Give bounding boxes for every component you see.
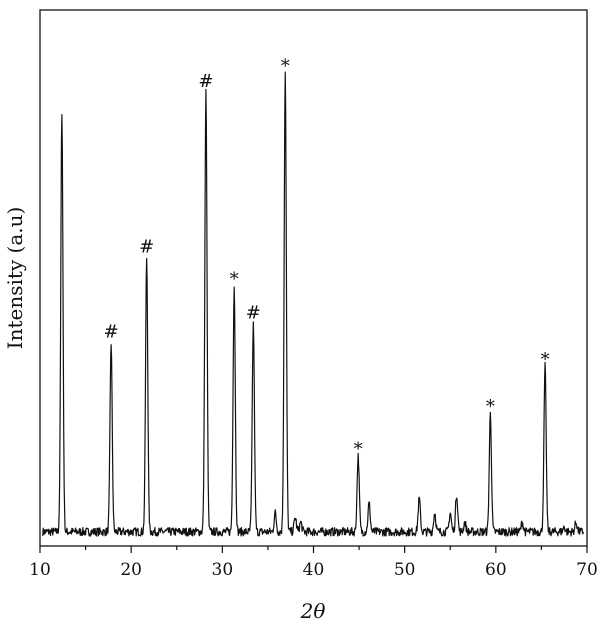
x-tick-label: 20	[120, 560, 142, 580]
hash-peak-marker: #	[246, 303, 261, 324]
hash-peak-marker: #	[139, 236, 154, 257]
asterisk-peak-marker: *	[541, 349, 550, 370]
x-axis-ticks	[39, 546, 588, 553]
x-tick-label: 10	[29, 560, 51, 580]
asterisk-peak-marker: *	[354, 439, 363, 460]
peak-markers: # # # * # * * * *	[104, 56, 550, 460]
asterisk-peak-marker: *	[230, 269, 239, 290]
plot-frame	[39, 9, 588, 547]
x-axis-label: 2θ	[300, 599, 326, 623]
x-tick-label: 30	[212, 560, 234, 580]
y-axis-label: Intensity (a.u)	[3, 207, 27, 350]
x-axis-tick-labels: 10 20 30 40 50 60 70	[29, 560, 598, 580]
asterisk-peak-marker: *	[281, 56, 290, 77]
xrd-pattern-line	[42, 71, 584, 537]
x-tick-label: 50	[394, 560, 416, 580]
hash-peak-marker: #	[104, 322, 119, 343]
x-tick-label: 60	[485, 560, 507, 580]
hash-peak-marker: #	[198, 71, 213, 92]
asterisk-peak-marker: *	[486, 397, 495, 418]
x-tick-label: 70	[576, 560, 598, 580]
x-tick-label: 40	[303, 560, 325, 580]
